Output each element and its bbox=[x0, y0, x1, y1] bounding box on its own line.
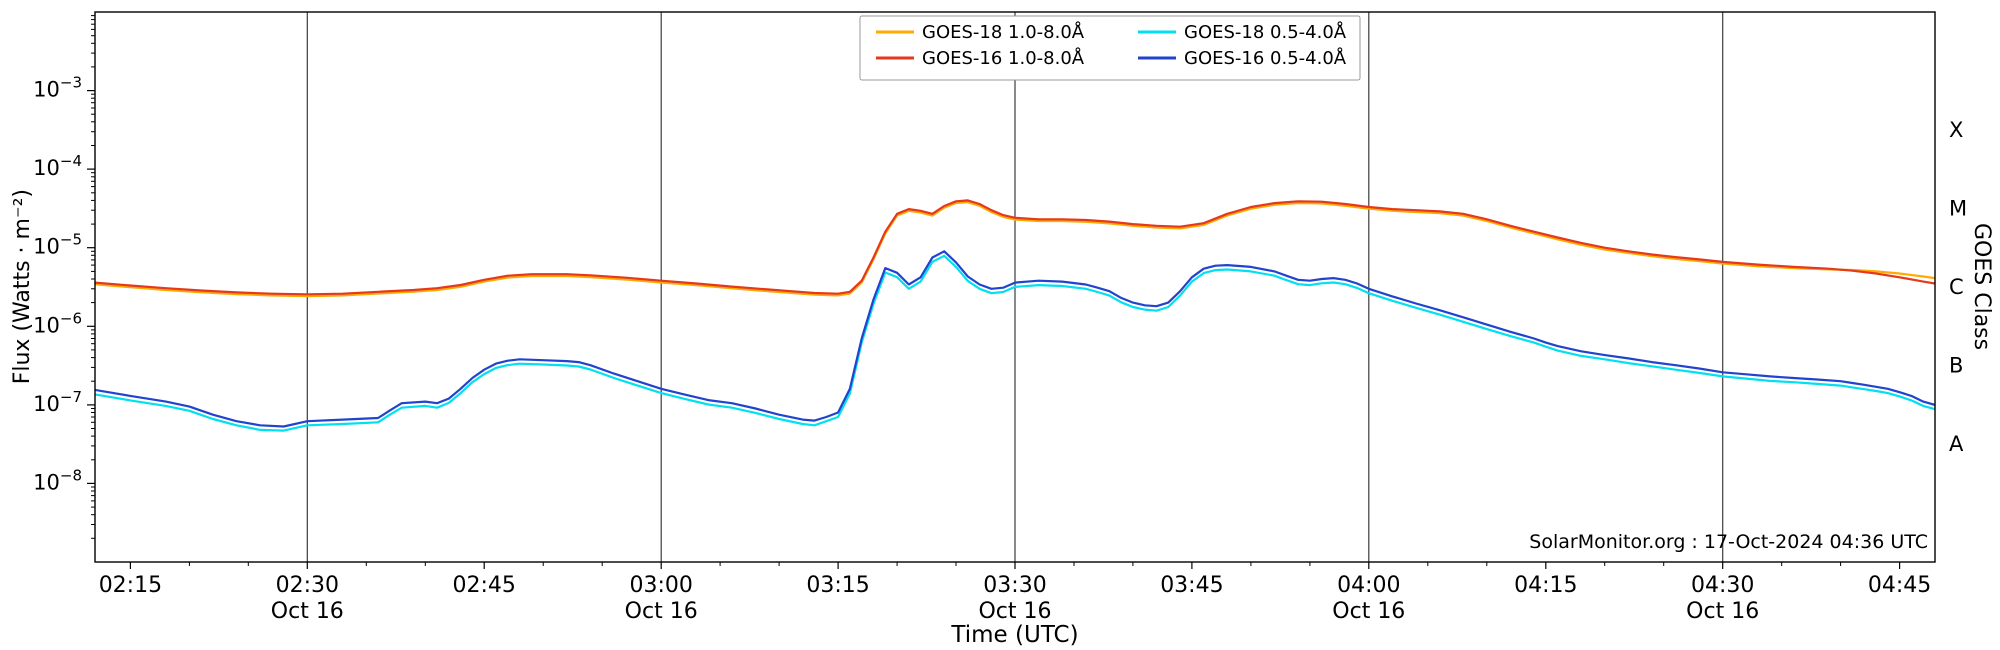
x-tick-label: 04:30 bbox=[1691, 573, 1754, 598]
legend: GOES-18 1.0-8.0Å GOES-16 1.0-8.0Å GOES-18 … bbox=[859, 15, 1361, 81]
x-tick-label: 03:30 bbox=[983, 573, 1046, 598]
x-tick-label: 04:15 bbox=[1514, 573, 1577, 598]
y-axis-title-text: Flux (Watts · m⁻²) bbox=[10, 189, 35, 385]
x-tick-label: 03:45 bbox=[1160, 573, 1223, 598]
series-line-goes-16-0-5-4-0- bbox=[95, 250, 1935, 428]
series-lines bbox=[95, 199, 1935, 432]
x-tick-label: 02:30 bbox=[276, 573, 339, 598]
x-tick-label: 03:00 bbox=[629, 573, 692, 598]
y-tick-label: 10−6 bbox=[33, 309, 82, 337]
goes-class-label-c: C bbox=[1949, 275, 1964, 299]
x-axis-title: Time (UTC) bbox=[951, 622, 1079, 648]
legend-label: GOES-16 1.0-8.0Å bbox=[922, 47, 1085, 69]
legend-label: GOES-18 0.5-4.0Å bbox=[1184, 21, 1347, 43]
legend-box bbox=[859, 15, 1361, 81]
goes-class-labels: X M C B A bbox=[1949, 118, 1967, 456]
y-tick-label: 10−4 bbox=[33, 152, 82, 180]
series-line-goes-18-0-5-4-0- bbox=[95, 254, 1935, 432]
y-axis: 10−3 10−4 10−5 10−6 10−7 10−8 bbox=[33, 15, 95, 539]
y-axis-right-title: GOES Class bbox=[1969, 0, 1994, 574]
x-day-label: Oct 16 bbox=[1686, 599, 1759, 624]
x-day-label: Oct 16 bbox=[625, 599, 698, 624]
y-tick-label: 10−3 bbox=[33, 74, 82, 102]
x-tick-label: 04:00 bbox=[1337, 573, 1400, 598]
goes-class-label-m: M bbox=[1949, 196, 1967, 220]
x-tick-label: 02:15 bbox=[99, 573, 162, 598]
x-tick-label: 04:45 bbox=[1868, 573, 1931, 598]
series-line-goes-18-1-0-8-0- bbox=[95, 201, 1935, 298]
y-tick-label: 10−7 bbox=[33, 388, 82, 416]
x-day-label: Oct 16 bbox=[978, 599, 1051, 624]
y-tick-label: 10−5 bbox=[33, 231, 82, 259]
watermark-timestamp: SolarMonitor.org : 17-Oct-2024 04:36 UTC bbox=[1529, 531, 1928, 553]
y-axis-right-title-text: GOES Class bbox=[1969, 223, 1994, 351]
y-axis-title: Flux (Watts · m⁻²) bbox=[10, 0, 35, 574]
x-tick-label: 02:45 bbox=[452, 573, 515, 598]
goes-class-label-b: B bbox=[1949, 354, 1963, 378]
x-tick-label: 03:15 bbox=[806, 573, 869, 598]
legend-label: GOES-16 0.5-4.0Å bbox=[1184, 47, 1347, 69]
y-tick-label: 10−8 bbox=[33, 466, 82, 494]
goes-class-label-a: A bbox=[1949, 432, 1964, 456]
x-day-label: Oct 16 bbox=[1332, 599, 1405, 624]
series-line-goes-16-1-0-8-0- bbox=[95, 199, 1935, 296]
goes-class-label-x: X bbox=[1949, 118, 1963, 142]
x-day-label: Oct 16 bbox=[271, 599, 344, 624]
legend-label: GOES-18 1.0-8.0Å bbox=[922, 21, 1085, 43]
